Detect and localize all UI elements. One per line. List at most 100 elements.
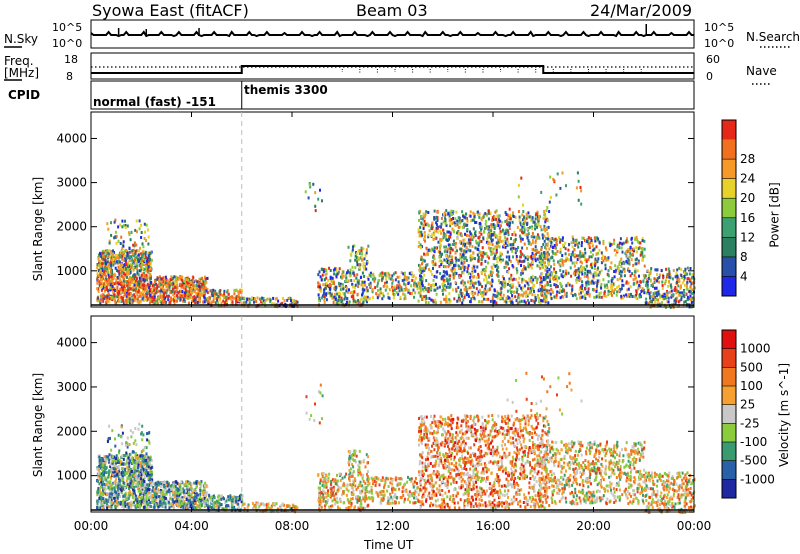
heatmap-cell (461, 301, 464, 305)
heatmap-cell (636, 297, 639, 301)
heatmap-cell (597, 251, 600, 255)
heatmap-cell (531, 286, 534, 290)
heatmap-cell (208, 296, 211, 299)
heatmap-cell (613, 242, 616, 246)
heatmap-cell (539, 256, 542, 260)
nsearch-label: N.Search (746, 30, 800, 44)
heatmap-cell (549, 273, 552, 277)
heatmap-cell (635, 276, 638, 280)
heatmap-cell (296, 304, 299, 308)
heatmap-cell (467, 293, 470, 296)
heatmap-cell (593, 247, 596, 251)
heatmap-cell (553, 252, 556, 256)
heatmap-cell (172, 293, 175, 297)
heatmap-cell (640, 251, 642, 254)
heatmap-cell (101, 249, 104, 253)
heatmap-cell (595, 295, 598, 299)
heatmap-cell (146, 257, 149, 261)
heatmap-cell (492, 247, 495, 251)
heatmap-cell (419, 243, 422, 247)
heatmap-cell (541, 299, 544, 303)
heatmap-cell (689, 294, 692, 298)
heatmap-cell (185, 282, 188, 286)
heatmap-cell (550, 240, 553, 244)
heatmap-cell (134, 228, 137, 232)
heatmap-cell (135, 494, 138, 498)
heatmap-cell (503, 265, 506, 269)
heatmap-cell (270, 302, 273, 306)
heatmap-cell (130, 475, 133, 479)
heatmap-cell (678, 280, 681, 284)
heatmap-cell (411, 278, 414, 282)
heatmap-cell (463, 222, 466, 226)
heatmap-cell (458, 275, 461, 279)
heatmap-cell (486, 226, 489, 230)
heatmap-cell (440, 259, 443, 263)
heatmap-cell (543, 292, 546, 296)
heatmap-cell (147, 260, 150, 264)
heatmap-cell (119, 283, 122, 287)
date-title: 24/Mar/2009 (590, 1, 693, 20)
heatmap-cell (635, 292, 638, 296)
heatmap-cell (461, 265, 464, 269)
heatmap-cell (151, 470, 154, 474)
heatmap-cell (345, 300, 348, 304)
heatmap-cell (507, 221, 510, 225)
heatmap-cell (128, 301, 131, 305)
heatmap-cell (661, 280, 664, 284)
heatmap-cell (156, 277, 159, 281)
heatmap-cell (650, 300, 653, 303)
heatmap-cell (146, 493, 149, 497)
heatmap-cell (581, 280, 584, 284)
heatmap-cell (164, 275, 167, 279)
heatmap-cell (461, 210, 464, 214)
heatmap-cell (630, 292, 633, 296)
heatmap-cell (148, 275, 151, 279)
heatmap-cell (521, 271, 524, 275)
heatmap-cell (106, 297, 109, 301)
heatmap-cell (482, 297, 485, 301)
heatmap-cell (320, 296, 323, 300)
heatmap-cell (122, 286, 125, 290)
heatmap-cell (387, 296, 390, 300)
heatmap-cell (292, 304, 295, 308)
heatmap-cell (263, 301, 266, 305)
heatmap-cell (114, 266, 117, 270)
heatmap-cell (133, 459, 135, 462)
heatmap-cell (490, 282, 493, 286)
heatmap-cell (133, 489, 136, 493)
heatmap-cell (637, 259, 640, 263)
heatmap-cell (143, 237, 146, 240)
heatmap-cell (644, 274, 647, 278)
heatmap-cell (272, 302, 274, 306)
heatmap-cell (543, 213, 546, 217)
heatmap-cell (594, 264, 596, 268)
heatmap-cell (690, 282, 693, 286)
heatmap-cell (176, 296, 179, 300)
heatmap-cell (605, 257, 608, 261)
heatmap-cell (638, 295, 641, 299)
heatmap-cell (428, 267, 430, 271)
heatmap-cell (619, 288, 622, 292)
heatmap-cell (469, 300, 472, 304)
heatmap-cell (505, 296, 508, 300)
heatmap-cell (499, 238, 501, 242)
heatmap-cell (261, 296, 264, 300)
heatmap-cell (107, 263, 110, 267)
heatmap-cell (452, 230, 455, 234)
heatmap-cell (416, 287, 419, 291)
heatmap-cell (451, 269, 454, 273)
heatmap-cell (667, 267, 670, 271)
heatmap-cell (158, 284, 161, 288)
heatmap-cell (394, 271, 397, 275)
heatmap-cell (180, 294, 183, 298)
heatmap-cell (360, 249, 363, 253)
heatmap-cell (127, 288, 130, 292)
heatmap-cell (524, 267, 527, 271)
heatmap-cell (362, 283, 365, 287)
heatmap-cell (144, 250, 147, 254)
heatmap-cell (491, 271, 494, 275)
heatmap-cell (419, 282, 422, 285)
heatmap-cell (458, 219, 461, 223)
heatmap-cell (437, 250, 440, 254)
